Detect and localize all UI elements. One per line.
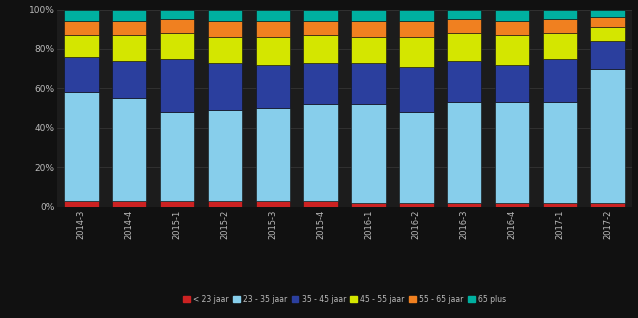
Bar [351,10,385,21]
Bar [304,21,338,35]
Bar [304,104,338,201]
Bar [495,10,530,21]
Bar [160,201,194,207]
Bar [591,69,625,203]
Bar [64,35,98,57]
Bar [399,37,433,67]
Bar [591,27,625,41]
Bar [112,10,146,21]
Bar [495,35,530,65]
Bar [304,63,338,104]
Bar [542,59,577,102]
Bar [255,10,290,21]
Bar [542,10,577,19]
Bar [447,10,481,19]
Bar [64,10,98,21]
Bar [542,102,577,203]
Bar [591,10,625,17]
Bar [160,33,194,59]
Bar [304,35,338,63]
Bar [112,201,146,207]
Bar [208,201,242,207]
Bar [447,19,481,33]
Bar [591,41,625,69]
Bar [160,19,194,33]
Bar [351,63,385,104]
Bar [255,108,290,201]
Bar [208,37,242,63]
Bar [208,110,242,201]
Bar [255,201,290,207]
Bar [351,104,385,203]
Bar [399,21,433,37]
Bar [399,203,433,207]
Bar [542,203,577,207]
Bar [255,37,290,65]
Bar [542,33,577,59]
Bar [399,10,433,21]
Bar [64,57,98,92]
Bar [447,203,481,207]
Bar [399,67,433,112]
Bar [542,19,577,33]
Bar [64,21,98,35]
Bar [160,112,194,201]
Bar [208,10,242,21]
Bar [255,65,290,108]
Bar [160,59,194,112]
Bar [304,10,338,21]
Bar [351,203,385,207]
Bar [208,21,242,37]
Bar [112,98,146,201]
Bar [495,203,530,207]
Bar [591,203,625,207]
Bar [399,112,433,203]
Bar [351,37,385,63]
Bar [495,65,530,102]
Bar [112,35,146,61]
Bar [447,102,481,203]
Bar [304,201,338,207]
Bar [112,21,146,35]
Bar [64,92,98,201]
Bar [591,17,625,27]
Bar [255,21,290,37]
Bar [112,61,146,98]
Bar [351,21,385,37]
Bar [208,63,242,110]
Bar [495,21,530,35]
Bar [447,61,481,102]
Bar [447,33,481,61]
Bar [64,201,98,207]
Bar [160,10,194,19]
Legend: < 23 jaar, 23 - 35 jaar, 35 - 45 jaar, 45 - 55 jaar, 55 - 65 jaar, 65 plus: < 23 jaar, 23 - 35 jaar, 35 - 45 jaar, 4… [181,293,508,305]
Bar [495,102,530,203]
